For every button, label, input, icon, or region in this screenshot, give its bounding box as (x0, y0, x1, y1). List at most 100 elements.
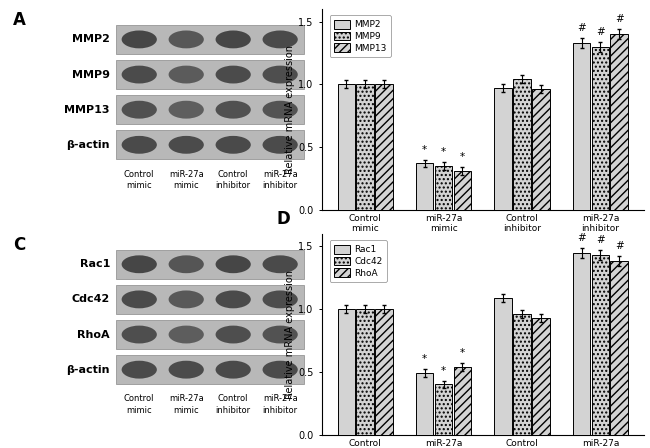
Bar (416, 373, 434, 435)
Y-axis label: Relative mRNA expression: Relative mRNA expression (285, 45, 296, 174)
Ellipse shape (168, 255, 204, 273)
Ellipse shape (263, 290, 298, 308)
Bar (454, 171, 471, 210)
Ellipse shape (168, 361, 204, 379)
Text: *: * (460, 152, 465, 162)
Bar (573, 43, 590, 210)
Bar (116, 250, 304, 279)
Text: miR-27a
mimic: miR-27a mimic (169, 394, 203, 414)
Text: #: # (596, 235, 605, 245)
Bar (610, 262, 628, 435)
Bar (116, 95, 304, 124)
Ellipse shape (216, 101, 251, 119)
Bar (116, 60, 304, 89)
Text: β-actin: β-actin (66, 140, 110, 150)
Text: #: # (577, 233, 586, 242)
Ellipse shape (263, 136, 298, 154)
Text: *: * (441, 147, 446, 157)
Ellipse shape (122, 101, 157, 119)
Bar (337, 309, 355, 435)
Bar (116, 355, 304, 384)
Ellipse shape (122, 290, 157, 308)
Text: #: # (615, 14, 623, 24)
Text: RhoA: RhoA (77, 330, 110, 340)
Ellipse shape (216, 30, 251, 48)
Bar (495, 88, 512, 210)
Text: A: A (13, 11, 26, 29)
Bar (116, 320, 304, 349)
Text: miR-27a
inhibitor: miR-27a inhibitor (263, 169, 298, 190)
Ellipse shape (263, 30, 298, 48)
Ellipse shape (122, 361, 157, 379)
Bar (416, 163, 434, 210)
Ellipse shape (263, 65, 298, 83)
Text: β-actin: β-actin (66, 365, 110, 375)
Text: Control
inhibitor: Control inhibitor (216, 394, 251, 414)
Bar (532, 89, 549, 210)
Bar (514, 79, 530, 210)
Ellipse shape (168, 290, 204, 308)
Text: *: * (422, 354, 427, 364)
Bar (116, 130, 304, 159)
Ellipse shape (168, 101, 204, 119)
Text: MMP9: MMP9 (72, 69, 110, 80)
Ellipse shape (263, 326, 298, 344)
Ellipse shape (263, 101, 298, 119)
Bar (592, 47, 609, 210)
Text: *: * (441, 366, 446, 375)
Bar (356, 84, 374, 210)
Bar (514, 314, 530, 435)
Ellipse shape (122, 65, 157, 83)
Ellipse shape (216, 136, 251, 154)
Bar (610, 34, 628, 210)
Ellipse shape (122, 255, 157, 273)
Text: miR-27a
mimic: miR-27a mimic (169, 169, 203, 190)
Bar (375, 309, 393, 435)
Text: MMP2: MMP2 (72, 34, 110, 44)
Text: MMP13: MMP13 (64, 105, 110, 115)
Bar (495, 298, 512, 435)
Text: C: C (13, 236, 25, 254)
Bar (435, 384, 452, 435)
Ellipse shape (168, 30, 204, 48)
Ellipse shape (263, 361, 298, 379)
Text: B: B (277, 0, 289, 3)
Text: Control
mimic: Control mimic (124, 169, 155, 190)
Bar (116, 25, 304, 54)
Bar (337, 84, 355, 210)
Ellipse shape (216, 255, 251, 273)
Text: miR-27a
inhibitor: miR-27a inhibitor (263, 394, 298, 414)
Ellipse shape (216, 65, 251, 83)
Text: Control
inhibitor: Control inhibitor (216, 169, 251, 190)
Bar (116, 285, 304, 314)
Text: Cdc42: Cdc42 (72, 294, 110, 304)
Ellipse shape (216, 290, 251, 308)
Bar (356, 309, 374, 435)
Ellipse shape (263, 255, 298, 273)
Text: *: * (422, 145, 427, 155)
Text: D: D (277, 210, 291, 228)
Legend: Rac1, Cdc42, RhoA: Rac1, Cdc42, RhoA (330, 240, 387, 282)
Ellipse shape (216, 326, 251, 344)
Bar (454, 367, 471, 435)
Y-axis label: Relative mRNA expression: Relative mRNA expression (285, 270, 296, 399)
Ellipse shape (168, 65, 204, 83)
Text: #: # (577, 23, 586, 33)
Ellipse shape (168, 326, 204, 344)
Text: Control
mimic: Control mimic (124, 394, 155, 414)
Ellipse shape (122, 136, 157, 154)
Text: *: * (460, 348, 465, 358)
Text: Rac1: Rac1 (79, 259, 110, 269)
Bar (532, 318, 549, 435)
Ellipse shape (122, 326, 157, 344)
Ellipse shape (216, 361, 251, 379)
Bar (573, 253, 590, 435)
Ellipse shape (122, 30, 157, 48)
Ellipse shape (168, 136, 204, 154)
Bar (375, 84, 393, 210)
Bar (592, 255, 609, 435)
Legend: MMP2, MMP9, MMP13: MMP2, MMP9, MMP13 (330, 16, 391, 57)
Bar (435, 166, 452, 210)
Text: #: # (596, 26, 605, 37)
Text: #: # (615, 241, 623, 251)
